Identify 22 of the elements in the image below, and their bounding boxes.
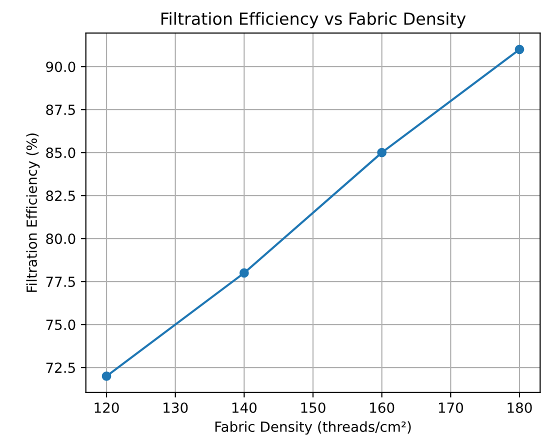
- point: [514, 44, 524, 54]
- y-tick-label: 87.5: [46, 104, 75, 116]
- y-tick-label: 85.0: [46, 148, 76, 158]
- y-tick-label: 77.5: [46, 276, 75, 288]
- point: [239, 268, 249, 278]
- point: [377, 148, 387, 158]
- x-tick-label: 150: [301, 402, 326, 413]
- x-tick-label: 140: [232, 402, 257, 413]
- y-axis-title: Filtration Efficiency (%): [26, 134, 40, 292]
- y-tick-label: 90.0: [46, 62, 76, 72]
- x-tick-label: 130: [164, 402, 188, 413]
- chart-title: Filtration Efficiency vs Fabric Density: [161, 12, 466, 28]
- y-tick-label: 82.5: [46, 190, 75, 202]
- y-tick-label: 72.5: [46, 362, 75, 374]
- x-tick-label: 180: [508, 402, 532, 413]
- x-tick-label: 120: [94, 402, 119, 413]
- x-axis-title: Fabric Density (threads/cm²): [215, 421, 411, 435]
- x-tick-label: 170: [438, 402, 464, 413]
- y-tick-label: 75.0: [46, 320, 76, 330]
- y-tick-label: 80.0: [46, 234, 76, 244]
- point: [102, 371, 112, 381]
- x-tick-label: 160: [370, 402, 394, 413]
